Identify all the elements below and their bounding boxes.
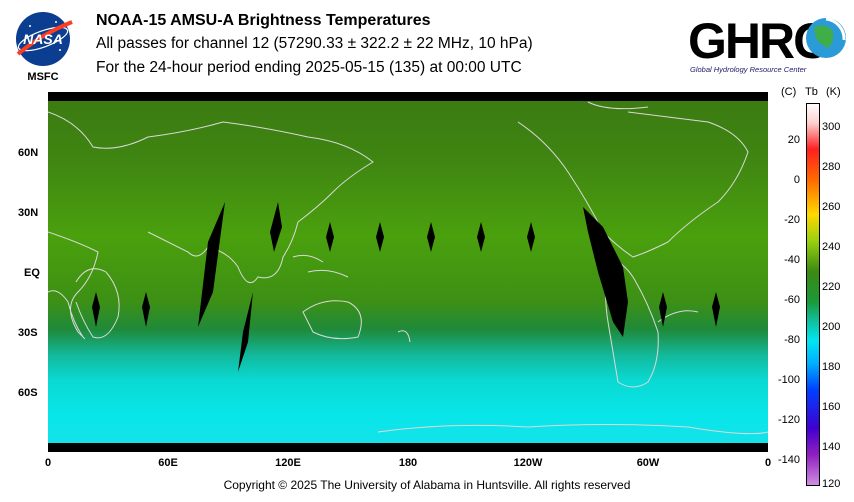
colorbar <box>806 103 820 486</box>
lat-label-60s: 60S <box>18 387 38 399</box>
ghrc-logo: GHRC Global Hydrology Resource Center <box>686 10 848 78</box>
ghrc-subtitle: Global Hydrology Resource Center <box>690 65 807 74</box>
colorbar-k-tick: 160 <box>822 401 841 413</box>
colorbar-k-tick: 280 <box>822 161 841 173</box>
lon-label-180: 180 <box>398 457 418 469</box>
colorbar-c-tick: -40 <box>784 254 800 266</box>
colorbar-k-tick: 260 <box>822 201 841 213</box>
lat-label-30s: 30S <box>18 327 38 339</box>
period-label: For the 24-hour period ending 2025-05-15… <box>96 59 522 76</box>
colorbar-k-tick: 140 <box>822 441 841 453</box>
brightness-temperature-map <box>48 92 768 452</box>
lat-label-60n: 60N <box>18 147 39 159</box>
lon-label-60w: 60W <box>636 457 660 469</box>
page-subtitle: All passes for channel 12 (57290.33 ± 32… <box>96 35 533 52</box>
colorbar-c-tick: 0 <box>793 174 800 186</box>
swath-gaps <box>92 202 720 372</box>
colorbar-k-tick: 240 <box>822 241 841 253</box>
lon-label-60e: 60E <box>158 457 178 469</box>
nasa-logo: NASA MSFC <box>12 10 76 83</box>
copyright-notice: Copyright © 2025 The University of Alaba… <box>223 478 631 492</box>
lon-label-0: 0 <box>44 457 52 469</box>
colorbar-c-tick: -80 <box>784 334 800 346</box>
lon-label-0-east: 0 <box>764 457 772 469</box>
no-data-band-north <box>48 92 768 101</box>
colorbar-k-tick: 300 <box>822 121 841 133</box>
colorbar-unit-k: (K) <box>826 86 841 98</box>
page-title: NOAA-15 AMSU-A Brightness Temperatures <box>96 12 431 29</box>
colorbar-c-tick: -60 <box>784 294 800 306</box>
colorbar-c-tick: -140 <box>777 454 800 466</box>
lon-label-120w: 120W <box>513 457 543 469</box>
colorbar-c-tick: -120 <box>777 414 800 426</box>
colorbar-k-tick: 220 <box>822 281 841 293</box>
colorbar-unit-c: (C) <box>781 86 797 98</box>
lat-label-30n: 30N <box>18 207 39 219</box>
colorbar-k-tick: 120 <box>822 478 841 490</box>
lat-label-eq: EQ <box>24 267 40 279</box>
header: NOAA-15 AMSU-A Brightness Temperatures A… <box>96 10 533 80</box>
nasa-logo-text: NASA <box>23 31 63 47</box>
colorbar-c-tick: -100 <box>777 374 800 386</box>
lon-label-120e: 120E <box>275 457 301 469</box>
colorbar-c-tick: 20 <box>787 134 800 146</box>
temperature-field <box>48 92 768 452</box>
msfc-label: MSFC <box>27 71 58 82</box>
colorbar-c-tick: -20 <box>784 214 800 226</box>
colorbar-k-tick: 180 <box>822 361 841 373</box>
no-data-band-south <box>48 443 768 452</box>
colorbar-unit-tb: Tb <box>805 86 818 98</box>
colorbar-k-tick: 200 <box>822 321 841 333</box>
